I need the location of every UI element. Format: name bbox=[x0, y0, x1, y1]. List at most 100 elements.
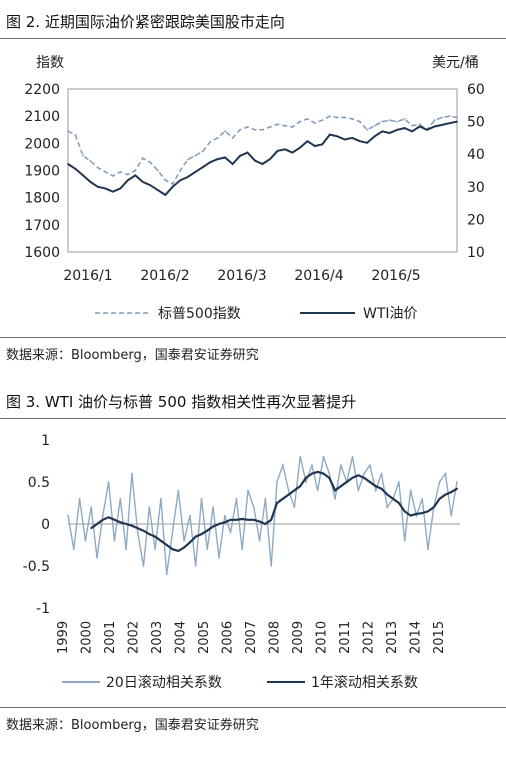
rolling-1y-point bbox=[340, 485, 342, 488]
x-tick-label: 2009 bbox=[291, 621, 306, 654]
rolling-1y-point bbox=[264, 523, 267, 525]
legend-label-1y: 1年滚动相关系数 bbox=[311, 674, 418, 691]
wti-point bbox=[358, 140, 361, 143]
wti-point bbox=[89, 181, 92, 183]
legend-label-20d: 20日滚动相关系数 bbox=[106, 674, 222, 691]
rolling-1y-point bbox=[90, 527, 93, 530]
wti-point bbox=[201, 166, 204, 169]
rolling-20d-point bbox=[322, 455, 325, 458]
wti-point bbox=[284, 148, 286, 151]
right-y-tick-label: 40 bbox=[467, 147, 485, 163]
rolling-20d-point bbox=[438, 481, 441, 483]
right-y-tick-labels: 60 50 40 30 20 10 bbox=[467, 82, 485, 261]
rolling-20d-point bbox=[264, 497, 267, 500]
rolling-20d-point bbox=[84, 539, 87, 542]
sp500-point bbox=[209, 141, 212, 143]
rolling-1y-point bbox=[299, 485, 302, 488]
rolling-1y-point bbox=[450, 491, 453, 493]
legend-label-sp500: 标普500指数 bbox=[158, 306, 241, 322]
wti-point bbox=[366, 141, 369, 144]
left-axis-label: 指数 bbox=[36, 55, 64, 71]
sp500-point bbox=[269, 126, 271, 128]
rolling-1y-point bbox=[171, 548, 174, 551]
rolling-1y-point bbox=[189, 541, 191, 544]
rolling-20d-point bbox=[241, 548, 244, 551]
rolling-20d-line bbox=[67, 456, 458, 575]
sp500-point bbox=[343, 116, 346, 119]
rolling-1y-point bbox=[392, 497, 394, 500]
sp500-point bbox=[291, 126, 294, 128]
wti-point bbox=[186, 176, 189, 178]
rolling-20d-point bbox=[427, 548, 429, 551]
sp500-point bbox=[126, 173, 129, 176]
rolling-1y-point bbox=[432, 506, 435, 509]
sp500-point bbox=[276, 123, 279, 126]
rolling-20d-point bbox=[218, 556, 220, 559]
wti-point bbox=[381, 130, 384, 133]
rolling-1y-point bbox=[444, 493, 447, 496]
figure3-title: 图 3. WTI 油价与标普 500 指数相关性再次显著提升 bbox=[6, 393, 357, 411]
sp500-point bbox=[149, 161, 152, 164]
rolling-1y-point bbox=[160, 539, 162, 542]
rolling-20d-point bbox=[409, 489, 412, 492]
rolling-20d-point bbox=[299, 455, 302, 458]
rolling-20d-point bbox=[183, 539, 186, 542]
sp500-line bbox=[67, 115, 458, 186]
rolling-20d-point bbox=[398, 481, 400, 483]
rolling-1y-point bbox=[369, 481, 371, 483]
x-tick-label: 2011 bbox=[338, 621, 353, 654]
figure2-source: 数据来源：Bloomberg，国泰君安证券研究 bbox=[6, 348, 259, 363]
rolling-1y-point bbox=[421, 512, 424, 514]
wti-point bbox=[396, 128, 399, 131]
rolling-1y-point bbox=[229, 518, 232, 521]
rolling-20d-point bbox=[357, 489, 360, 492]
rolling-20d-point bbox=[194, 565, 197, 567]
rolling-1y-point bbox=[438, 497, 441, 500]
wti-point bbox=[171, 185, 174, 188]
rolling-20d-point bbox=[142, 565, 145, 567]
rolling-1y-point bbox=[427, 510, 429, 513]
wti-point bbox=[194, 171, 197, 174]
x-tick-label: 2013 bbox=[385, 621, 400, 654]
sp500-point bbox=[254, 128, 256, 131]
sp500-point bbox=[74, 134, 77, 137]
sp500-point bbox=[284, 124, 286, 127]
sp500-point bbox=[224, 130, 227, 132]
x-tick-label: 1999 bbox=[56, 621, 71, 654]
sp500-point bbox=[104, 171, 107, 173]
left-y-tick-label: 1800 bbox=[24, 191, 60, 207]
rolling-20d-point bbox=[125, 548, 127, 551]
rolling-20d-point bbox=[311, 464, 313, 467]
rolling-20d-point bbox=[101, 514, 104, 517]
wti-point bbox=[246, 151, 249, 154]
x-tick-label: 2002 bbox=[127, 621, 142, 654]
rolling-20d-point bbox=[444, 472, 447, 475]
rolling-20d-point bbox=[223, 514, 226, 517]
wti-point bbox=[119, 187, 122, 190]
sp500-point bbox=[186, 158, 189, 161]
rolling-1y-point bbox=[119, 521, 122, 524]
rolling-20d-point bbox=[340, 464, 342, 467]
sp500-point bbox=[239, 128, 242, 131]
rolling-20d-point bbox=[235, 497, 238, 500]
sp500-point bbox=[456, 116, 458, 119]
x-tick-label: 2016/2 bbox=[140, 268, 189, 284]
sp500-point bbox=[388, 119, 391, 122]
wti-point bbox=[456, 120, 458, 123]
x-tick-label: 2015 bbox=[432, 621, 447, 654]
wti-point bbox=[231, 163, 234, 165]
sp500-point bbox=[231, 137, 234, 139]
rolling-20d-point bbox=[374, 489, 377, 492]
sp500-point bbox=[97, 166, 99, 169]
sp500-point bbox=[358, 120, 361, 123]
rolling-1y-point bbox=[223, 521, 226, 524]
rolling-1y-point bbox=[177, 550, 180, 552]
rolling-20d-point bbox=[363, 472, 365, 475]
x-tick-label: 2004 bbox=[174, 621, 189, 654]
rolling-20d-point bbox=[171, 531, 174, 534]
rolling-20d-point bbox=[293, 506, 296, 509]
wti-point bbox=[74, 168, 77, 170]
rolling-20d-point bbox=[177, 489, 180, 492]
rolling-1y-point bbox=[212, 525, 215, 528]
wti-point bbox=[104, 187, 107, 190]
